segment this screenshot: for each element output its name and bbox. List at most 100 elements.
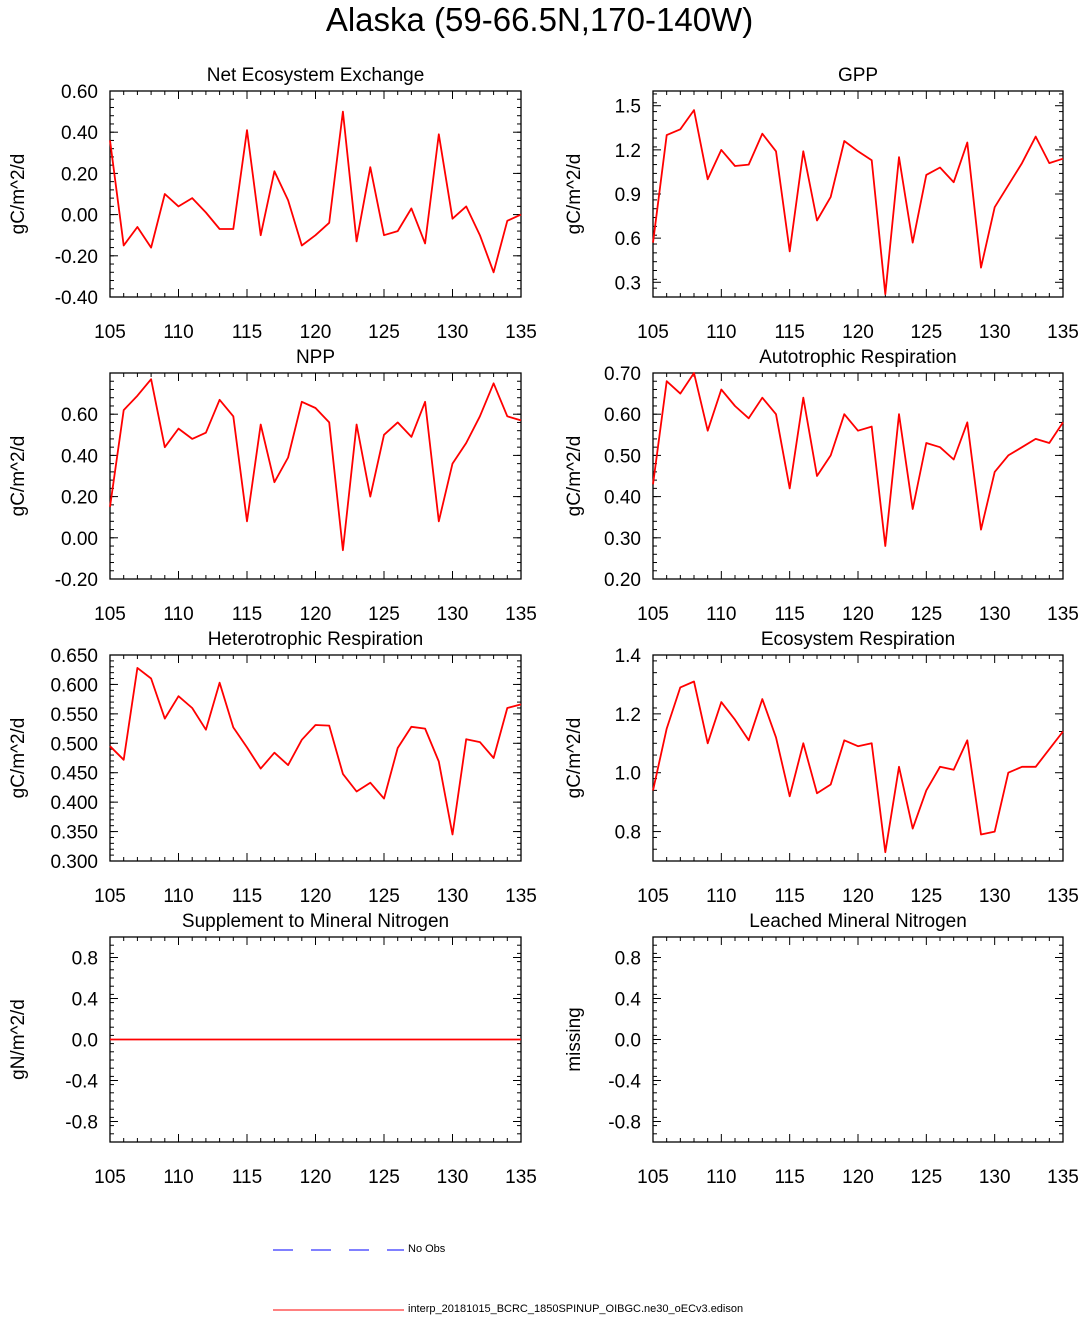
y-tick-label: 0.400 (50, 793, 98, 814)
x-tick-label: 115 (775, 1167, 805, 1188)
x-tick-label: 135 (1047, 322, 1079, 343)
y-tick-label: 0.0 (615, 1031, 641, 1052)
y-tick-label: 0.0 (72, 1031, 98, 1052)
chart-title: Autotrophic Respiration (759, 347, 957, 368)
x-tick-label: 105 (94, 604, 126, 625)
chart-panel-1: Net Ecosystem Exchange gC/m^2/d 105 110 115 1… (8, 65, 537, 343)
x-tick-label: 125 (368, 1167, 400, 1188)
y-tick-label: 0.8 (615, 823, 641, 844)
x-tick-label: 125 (368, 604, 400, 625)
x-tick-label: 135 (1047, 1167, 1079, 1188)
x-tick-label: 135 (505, 322, 537, 343)
x-tick-label: 115 (775, 322, 805, 343)
plot-frame (109, 654, 522, 862)
y-tick-label: 0.60 (604, 405, 641, 426)
x-tick-label: 115 (232, 886, 262, 907)
x-tick-label: 115 (232, 322, 262, 343)
x-tick-label: 120 (842, 322, 874, 343)
chart-panel-8: Leached Mineral Nitrogen missing 105 110 115… (564, 911, 1079, 1188)
series-line (652, 372, 1064, 547)
x-tick-label: 110 (163, 886, 193, 907)
y-tick-label: 0.300 (50, 852, 98, 873)
plot-frame (652, 372, 1064, 580)
chart-panel-5: Heterotrophic Respiration gC/m^2/d 105 110 1… (8, 629, 537, 907)
y-axis-label: gC/m^2/d (564, 154, 585, 235)
x-tick-label: 130 (437, 886, 469, 907)
y-tick-label: 0.600 (50, 675, 98, 696)
y-tick-label: 0.40 (604, 488, 641, 509)
x-tick-label: 110 (163, 322, 193, 343)
x-tick-label: 135 (1047, 886, 1079, 907)
chart-panel-7: Supplement to Mineral Nitrogen gN/m^2/d 10… (8, 911, 537, 1188)
x-tick-label: 115 (232, 1167, 262, 1188)
y-tick-label: 0.20 (61, 164, 98, 185)
x-tick-label: 110 (706, 322, 736, 343)
y-tick-label: 0.8 (615, 949, 641, 970)
y-tick-label: -0.40 (55, 288, 98, 309)
x-tick-label: 130 (437, 1167, 469, 1188)
x-tick-label: 105 (94, 322, 126, 343)
y-tick-label: 0.9 (615, 185, 641, 206)
chart-title: Net Ecosystem Exchange (207, 65, 425, 86)
y-tick-label: 1.4 (615, 646, 642, 667)
x-tick-label: 130 (437, 604, 469, 625)
y-tick-label: 0.40 (61, 123, 98, 144)
chart-panel-2: GPP gC/m^2/d 105 110 115 120 125 130 135 0.3 0.6 0.… (564, 65, 1079, 343)
x-tick-label: 110 (706, 886, 736, 907)
y-tick-label: 0.3 (615, 273, 641, 294)
y-tick-label: 0.20 (61, 488, 98, 509)
legend-obs-label: No Obs (408, 1243, 446, 1255)
y-tick-label: 0.60 (61, 82, 98, 103)
y-axis-label: gN/m^2/d (8, 999, 29, 1080)
y-tick-label: -0.8 (608, 1113, 641, 1134)
x-tick-label: 125 (910, 1167, 942, 1188)
chart-title: NPP (296, 347, 335, 368)
x-tick-label: 115 (775, 886, 805, 907)
chart-title: GPP (838, 65, 878, 86)
x-tick-label: 125 (368, 886, 400, 907)
y-tick-label: 0.500 (50, 734, 98, 755)
x-tick-label: 105 (637, 886, 669, 907)
x-tick-label: 135 (505, 886, 537, 907)
y-axis-label: gC/m^2/d (8, 154, 29, 235)
y-tick-label: 0.30 (604, 529, 641, 550)
x-tick-label: 135 (505, 604, 537, 625)
y-tick-label: 0.00 (61, 206, 98, 227)
x-tick-label: 130 (979, 886, 1011, 907)
y-axis-label: gC/m^2/d (564, 718, 585, 799)
x-tick-label: 115 (775, 604, 805, 625)
y-tick-label: -0.4 (608, 1072, 641, 1093)
x-tick-label: 105 (637, 1167, 669, 1188)
y-axis-label: gC/m^2/d (8, 718, 29, 799)
legend-model-label: interp_20181015_BCRC_1850SPINUP_OIBGC.ne… (408, 1303, 744, 1315)
y-tick-label: 0.00 (61, 529, 98, 550)
y-tick-label: 0.4 (72, 990, 99, 1011)
x-tick-label: 120 (300, 1167, 332, 1188)
plot-frame (652, 936, 1064, 1143)
series-line (109, 110, 522, 274)
x-tick-label: 105 (94, 1167, 126, 1188)
legend-obs-swatch (273, 1249, 404, 1251)
y-tick-label: 1.2 (615, 141, 641, 162)
x-tick-label: 125 (368, 322, 400, 343)
x-tick-label: 120 (300, 604, 332, 625)
legend-model-swatch (273, 1309, 404, 1311)
x-tick-label: 135 (505, 1167, 537, 1188)
plot-frame (652, 654, 1064, 862)
y-tick-label: -0.4 (65, 1072, 98, 1093)
y-tick-label: -0.20 (55, 570, 98, 591)
chart-title: Leached Mineral Nitrogen (749, 911, 967, 932)
x-tick-label: 135 (1047, 604, 1079, 625)
x-tick-label: 110 (706, 1167, 736, 1188)
series-line (652, 680, 1064, 854)
chart-panel-6: Ecosystem Respiration gC/m^2/d 105 110 115 12… (564, 629, 1079, 907)
page-title: Alaska (59-66.5N,170-140W) (325, 1, 754, 38)
x-tick-label: 105 (637, 604, 669, 625)
x-tick-label: 120 (300, 322, 332, 343)
chart-title: Heterotrophic Respiration (208, 629, 423, 650)
y-tick-label: 0.650 (50, 646, 98, 667)
y-tick-label: 0.20 (604, 570, 641, 591)
x-tick-label: 115 (232, 604, 262, 625)
x-tick-label: 110 (163, 1167, 193, 1188)
chart-title: Ecosystem Respiration (761, 629, 955, 650)
